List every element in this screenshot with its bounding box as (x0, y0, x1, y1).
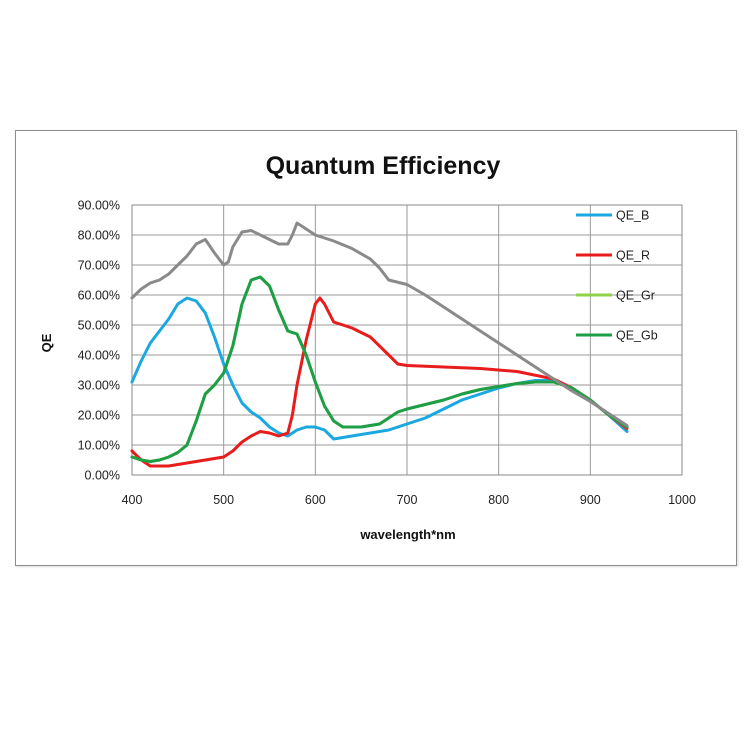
quantum-efficiency-chart: 400 500 600 700 800 900 1000 0.00% 10.00% 20.00%… (39, 152, 696, 542)
x-tick-label: 900 (580, 493, 601, 507)
y-tick-label: 50.00% (78, 319, 120, 333)
legend: QE_B QE_R QE_Gr QE_Gb (576, 209, 658, 343)
grid (131, 204, 683, 476)
legend-label: QE_B (616, 209, 649, 223)
series-line-qe-r (130, 296, 629, 468)
y-tick-labels: 0.00% 10.00% 20.00% 30.00% 40.00% 50.00% 60.00… (78, 199, 120, 483)
plot-area-border (131, 204, 683, 476)
legend-label: QE_Gb (616, 329, 658, 343)
x-tick-label: 600 (305, 493, 326, 507)
legend-label: QE_Gr (616, 289, 655, 303)
y-tick-label: 20.00% (78, 409, 120, 423)
x-tick-label: 400 (122, 493, 143, 507)
chart-frame: 400 500 600 700 800 900 1000 0.00% 10.00% 20.00%… (15, 130, 737, 566)
y-tick-label: 70.00% (78, 259, 120, 273)
series-lines (130, 221, 629, 468)
series-line-unlabeled (130, 221, 629, 427)
y-tick-label: 0.00% (85, 469, 120, 483)
x-tick-label: 700 (397, 493, 418, 507)
y-tick-label: 10.00% (78, 439, 120, 453)
legend-label: QE_R (616, 249, 650, 263)
x-tick-label: 1000 (668, 493, 696, 507)
y-tick-label: 80.00% (78, 229, 120, 243)
series-line-qe-b (130, 296, 629, 441)
chart-title: Quantum Efficiency (266, 152, 501, 180)
series-line-qe-gb (130, 275, 629, 463)
x-tick-labels: 400 500 600 700 800 900 1000 (122, 493, 696, 507)
x-tick-label: 800 (488, 493, 509, 507)
y-tick-label: 30.00% (78, 379, 120, 393)
y-tick-label: 90.00% (78, 199, 120, 213)
x-tick-label: 500 (213, 493, 234, 507)
y-tick-label: 40.00% (78, 349, 120, 363)
y-tick-label: 60.00% (78, 289, 120, 303)
series-line-qe-gr (130, 275, 629, 463)
y-axis-label: QE (39, 333, 54, 352)
x-axis-label: wavelength*nm (359, 527, 455, 542)
